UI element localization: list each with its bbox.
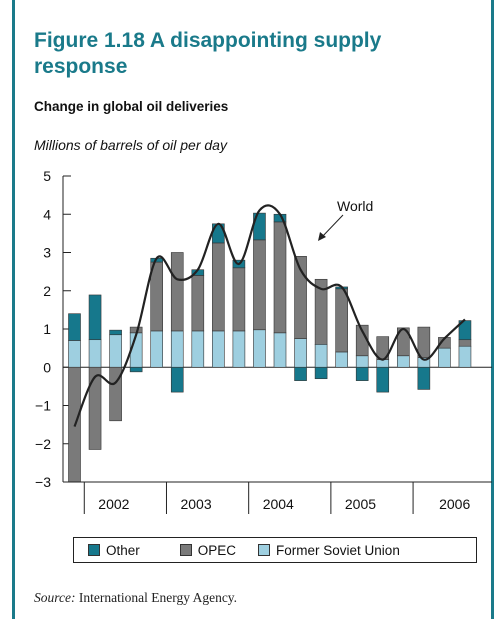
legend: Other OPEC Former Soviet Union bbox=[73, 537, 477, 563]
source-label: Source: bbox=[34, 590, 76, 605]
y-tick-label: −2 bbox=[35, 436, 51, 452]
x-group-label: 2004 bbox=[263, 496, 294, 512]
bar-segment-oth bbox=[417, 366, 431, 390]
bar-segment-oth bbox=[88, 294, 102, 341]
bar-segment-opec bbox=[273, 221, 287, 334]
legend-item-fsu: Former Soviet Union bbox=[258, 543, 400, 558]
y-tick-label: 2 bbox=[43, 283, 51, 299]
y-tick-label: 1 bbox=[43, 321, 51, 337]
bar-segment-fsu bbox=[232, 330, 246, 368]
legend-label-fsu: Former Soviet Union bbox=[276, 542, 400, 558]
bar-segment-opec bbox=[109, 366, 122, 422]
bar-segment-opec bbox=[88, 366, 102, 450]
bar-segment-opec bbox=[458, 339, 472, 347]
bar-segment-oth bbox=[109, 329, 122, 336]
bar-segment-fsu bbox=[253, 329, 266, 368]
bar-segment-opec bbox=[417, 326, 431, 358]
world-line bbox=[73, 204, 466, 427]
bar-segment-fsu bbox=[68, 340, 81, 368]
right-rule bbox=[491, 0, 494, 619]
bar-segment-oth bbox=[129, 366, 143, 373]
source-text: International Energy Agency. bbox=[75, 590, 238, 605]
bar-segment-oth bbox=[314, 366, 328, 380]
chart-subtitle: Change in global oil deliveries bbox=[34, 99, 229, 114]
bar-segment-opec bbox=[170, 252, 184, 332]
y-tick-label: −1 bbox=[35, 398, 51, 414]
bar-segment-oth bbox=[376, 366, 390, 393]
bar-segment-opec bbox=[335, 288, 348, 353]
x-group-label: 2002 bbox=[98, 496, 129, 512]
bar-segment-fsu bbox=[458, 345, 472, 368]
x-group-label: 2006 bbox=[439, 496, 470, 512]
y-tick-label: 0 bbox=[43, 359, 51, 375]
bar-segment-fsu bbox=[150, 330, 163, 368]
legend-item-opec: OPEC bbox=[179, 542, 237, 558]
x-group-label: 2005 bbox=[345, 496, 376, 512]
y-tick-label: −3 bbox=[35, 474, 51, 490]
bar-segment-oth bbox=[294, 366, 307, 381]
bar-segment-opec bbox=[294, 256, 307, 339]
legend-swatch-opec bbox=[179, 544, 192, 556]
annotation-arrow-head bbox=[318, 232, 326, 241]
bar-segment-opec bbox=[253, 239, 266, 331]
bar-segment-fsu bbox=[212, 330, 225, 368]
bar-segment-opec bbox=[396, 327, 410, 357]
bar-segment-opec bbox=[314, 278, 328, 345]
legend-swatch-other bbox=[88, 544, 100, 556]
bar-segment-opec bbox=[212, 242, 225, 332]
legend-item-other: Other bbox=[88, 543, 140, 558]
bar-segment-fsu bbox=[396, 355, 410, 368]
y-tick-label: 3 bbox=[43, 245, 51, 261]
bar-segment-fsu bbox=[109, 334, 122, 368]
left-rule bbox=[12, 0, 15, 619]
world-annotation: World bbox=[337, 198, 373, 214]
legend-label-opec: OPEC bbox=[197, 542, 237, 558]
x-group-label: 2003 bbox=[180, 496, 211, 512]
y-axis-units: Millions of barrels of oil per day bbox=[34, 137, 227, 153]
legend-swatch-fsu bbox=[258, 544, 271, 556]
bar-segment-fsu bbox=[88, 339, 102, 368]
source-note: Source: International Energy Agency. bbox=[34, 590, 237, 606]
figure-title: Figure 1.18 A disappointing supply respo… bbox=[34, 29, 382, 78]
bar-segment-fsu bbox=[335, 351, 348, 368]
y-tick-label: 4 bbox=[43, 206, 51, 222]
bar-segment-fsu bbox=[438, 347, 451, 368]
bar-segment-oth bbox=[68, 313, 81, 341]
bar-segment-oth bbox=[170, 366, 184, 393]
bar-segment-oth bbox=[355, 366, 369, 381]
bar-segment-opec bbox=[232, 267, 246, 332]
bar-segment-fsu bbox=[273, 332, 287, 368]
annotation-arrow-line bbox=[320, 214, 344, 239]
legend-label-other: Other bbox=[106, 542, 140, 558]
bar-segment-fsu bbox=[355, 355, 369, 368]
bar-segment-fsu bbox=[191, 330, 205, 368]
bar-segment-fsu bbox=[170, 330, 184, 368]
y-tick-label: 5 bbox=[43, 168, 51, 184]
bar-segment-fsu bbox=[294, 338, 307, 368]
bar-segment-fsu bbox=[376, 359, 390, 368]
bar-segment-fsu bbox=[314, 343, 328, 368]
bar-segment-opec bbox=[191, 275, 205, 332]
